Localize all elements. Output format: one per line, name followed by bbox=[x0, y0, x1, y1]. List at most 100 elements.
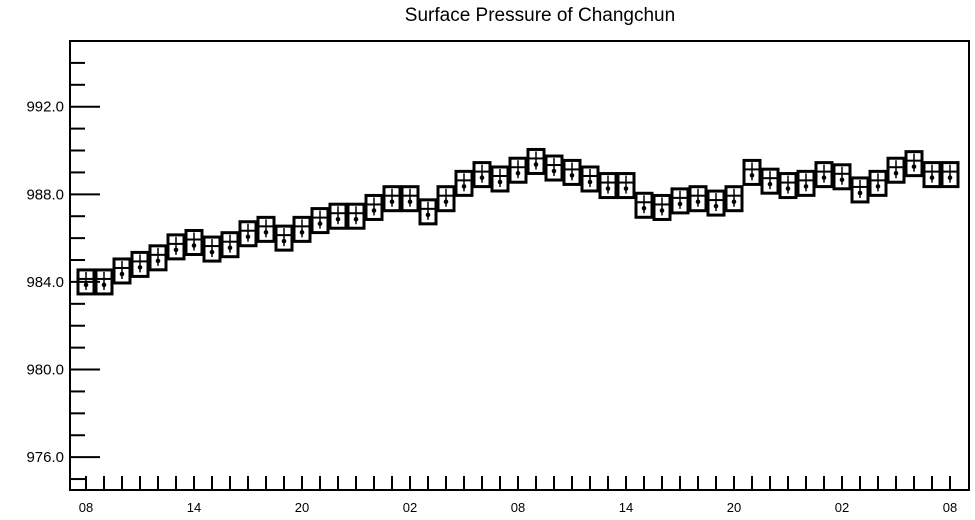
box-mean-point bbox=[281, 238, 287, 244]
box-outline bbox=[562, 158, 582, 186]
box-mean-point bbox=[155, 258, 161, 264]
box-mean-point bbox=[731, 199, 737, 204]
box-marker bbox=[868, 169, 888, 197]
box-mean-point bbox=[893, 170, 899, 176]
box-mean-point bbox=[299, 230, 305, 235]
box-outline bbox=[346, 202, 366, 230]
box-marker bbox=[238, 220, 258, 248]
box-marker bbox=[400, 185, 420, 213]
box-marker bbox=[562, 158, 582, 186]
box-mean-point bbox=[587, 179, 593, 185]
box-outline bbox=[382, 185, 402, 213]
y-tick-label: 988.0 bbox=[26, 186, 64, 203]
box-outline bbox=[922, 161, 942, 189]
y-tick-label: 984.0 bbox=[26, 274, 64, 291]
box-outline bbox=[112, 257, 132, 285]
box-marker bbox=[418, 198, 438, 226]
box-outline bbox=[796, 169, 816, 197]
box-outline bbox=[544, 154, 564, 182]
x-tick-label: 08 bbox=[511, 500, 525, 515]
box-mean-point bbox=[569, 173, 575, 178]
x-tick-label: 08 bbox=[79, 500, 93, 515]
box-outline bbox=[706, 189, 726, 217]
box-marker bbox=[634, 191, 654, 219]
box-mean-point bbox=[803, 184, 809, 189]
box-outline bbox=[94, 268, 114, 296]
box-marker bbox=[850, 176, 870, 204]
x-tick-label: 14 bbox=[619, 500, 633, 515]
box-outline bbox=[868, 169, 888, 197]
box-mean-point bbox=[911, 164, 917, 169]
box-outline bbox=[724, 185, 744, 213]
box-mean-point bbox=[389, 199, 395, 204]
box-outline bbox=[760, 167, 780, 195]
x-tick-label: 02 bbox=[835, 500, 849, 515]
box-outline bbox=[166, 233, 186, 261]
box-marker bbox=[148, 244, 168, 272]
box-mean-point bbox=[119, 271, 125, 277]
box-mean-point bbox=[551, 168, 557, 174]
box-outline bbox=[850, 176, 870, 204]
box-outline bbox=[418, 198, 438, 226]
box-marker bbox=[220, 231, 240, 259]
box-mean-point bbox=[515, 170, 521, 176]
box-outline bbox=[400, 185, 420, 213]
box-mean-point bbox=[641, 205, 647, 211]
box-mean-point bbox=[443, 199, 449, 204]
box-mean-point bbox=[533, 162, 539, 167]
box-mean-point bbox=[497, 179, 503, 185]
box-marker bbox=[310, 207, 330, 235]
box-mean-point bbox=[461, 184, 467, 189]
box-marker bbox=[706, 189, 726, 217]
box-marker bbox=[904, 150, 924, 178]
box-marker bbox=[616, 172, 636, 200]
box-outline bbox=[688, 185, 708, 213]
box-mean-point bbox=[209, 249, 215, 255]
box-outline bbox=[652, 193, 672, 221]
series-boxes bbox=[76, 147, 960, 296]
box-marker bbox=[346, 202, 366, 230]
box-outline bbox=[292, 215, 312, 243]
box-marker bbox=[166, 233, 186, 261]
box-outline bbox=[598, 172, 618, 200]
box-marker bbox=[724, 185, 744, 213]
box-marker bbox=[490, 165, 510, 193]
box-outline bbox=[148, 244, 168, 272]
box-mean-point bbox=[137, 265, 143, 270]
box-marker bbox=[688, 185, 708, 213]
box-marker bbox=[382, 185, 402, 213]
box-mean-point bbox=[425, 212, 431, 218]
box-mean-point bbox=[353, 216, 359, 222]
box-marker bbox=[598, 172, 618, 200]
box-outline bbox=[130, 250, 150, 278]
box-marker bbox=[508, 156, 528, 184]
box-outline bbox=[328, 202, 348, 230]
box-outline bbox=[490, 165, 510, 193]
box-marker bbox=[544, 154, 564, 182]
box-mean-point bbox=[839, 177, 845, 183]
box-marker bbox=[256, 215, 276, 243]
box-mean-point bbox=[695, 199, 701, 204]
box-outline bbox=[454, 169, 474, 197]
box-marker bbox=[832, 163, 852, 191]
box-outline bbox=[634, 191, 654, 219]
box-outline bbox=[670, 187, 690, 215]
box-marker bbox=[814, 161, 834, 189]
box-mean-point bbox=[857, 190, 863, 196]
box-marker bbox=[760, 167, 780, 195]
box-mean-point bbox=[623, 186, 629, 191]
box-outline bbox=[508, 156, 528, 184]
box-mean-point bbox=[875, 184, 881, 189]
box-outline bbox=[184, 229, 204, 257]
box-outline bbox=[886, 156, 906, 184]
box-marker bbox=[742, 158, 762, 186]
box-mean-point bbox=[947, 175, 953, 180]
box-mean-point bbox=[101, 282, 107, 288]
box-marker bbox=[472, 161, 492, 189]
box-marker bbox=[130, 250, 150, 278]
box-outline bbox=[220, 231, 240, 259]
box-outline bbox=[742, 158, 762, 186]
box-mean-point bbox=[929, 175, 935, 180]
box-mean-point bbox=[479, 175, 485, 180]
